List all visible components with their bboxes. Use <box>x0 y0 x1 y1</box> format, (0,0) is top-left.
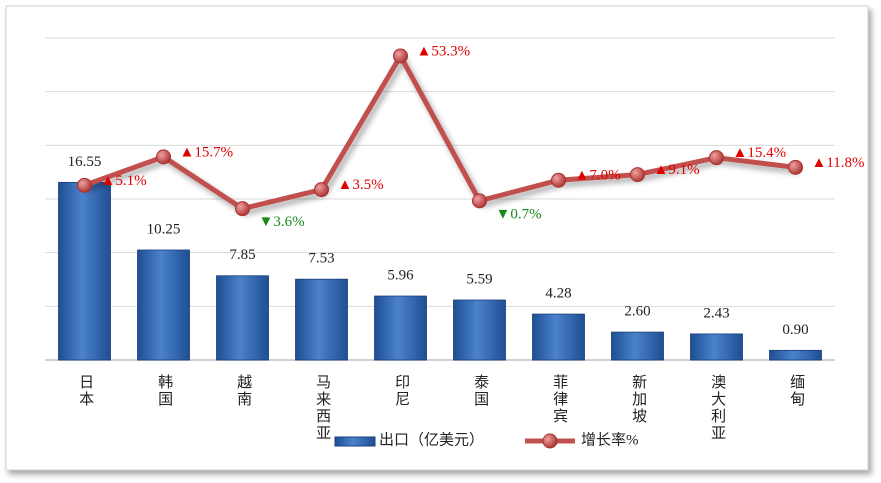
growth-label: ▲11.8% <box>812 155 865 171</box>
bar-value-label: 4.28 <box>545 285 571 301</box>
growth-label: ▼0.7% <box>496 206 542 222</box>
line-marker <box>472 193 487 209</box>
bar <box>58 181 111 361</box>
growth-label: ▲15.4% <box>733 145 787 161</box>
line <box>83 53 796 212</box>
bar <box>374 295 427 361</box>
line-marker <box>314 182 329 198</box>
bar-value-label: 2.60 <box>624 304 650 320</box>
bar <box>769 349 822 361</box>
bar-value-label: 7.53 <box>308 251 334 267</box>
bar-value-label: 10.25 <box>147 221 181 237</box>
growth-label: ▼3.6% <box>259 214 305 230</box>
bar-value-label: 7.85 <box>229 247 255 263</box>
growth-label: ▲5.1% <box>101 173 147 189</box>
growth-label: ▲9.1% <box>654 162 700 178</box>
bar <box>532 313 585 361</box>
bar-value-label: 5.59 <box>466 271 492 287</box>
x-tick-label: 泰国 <box>472 374 489 408</box>
bar-value-label: 16.55 <box>68 154 102 170</box>
bar-value-label: 2.43 <box>703 305 729 321</box>
line-marker <box>156 149 171 165</box>
line-marker <box>393 48 408 64</box>
legend-label: 增长率% <box>581 431 639 448</box>
x-tick-label: 越南 <box>235 374 252 408</box>
bar-value-label: 0.90 <box>782 322 808 338</box>
x-tick-label: 菲律宾 <box>551 374 568 425</box>
x-tick-label: 马来西亚 <box>314 374 331 442</box>
growth-label: ▲3.5% <box>338 177 384 193</box>
legend-swatch <box>542 433 558 449</box>
x-tick-label: 日本 <box>77 374 94 408</box>
bar <box>690 333 743 361</box>
line-marker <box>709 150 724 166</box>
x-tick-label: 印尼 <box>393 374 410 408</box>
line-marker <box>788 159 803 175</box>
x-tick-label: 澳大利亚 <box>709 374 726 442</box>
bar <box>216 275 269 361</box>
bar-value-label: 5.96 <box>387 267 414 283</box>
line-marker <box>235 201 250 217</box>
bar <box>137 249 190 361</box>
line-marker <box>551 172 566 188</box>
growth-label: ▲53.3% <box>417 43 471 59</box>
line-marker <box>77 177 92 193</box>
growth-label: ▲7.0% <box>575 168 621 184</box>
growth-label: ▲15.7% <box>180 144 234 160</box>
line-marker <box>630 167 645 183</box>
x-tick-label: 韩国 <box>156 374 173 408</box>
frame <box>5 5 869 471</box>
legend-swatch <box>334 436 376 447</box>
legend-label: 出口（亿美元） <box>379 431 484 448</box>
bar <box>295 278 348 361</box>
bar <box>453 299 506 361</box>
x-tick-label: 缅甸 <box>788 374 805 408</box>
bar <box>611 331 664 361</box>
x-tick-label: 新加坡 <box>630 374 647 425</box>
